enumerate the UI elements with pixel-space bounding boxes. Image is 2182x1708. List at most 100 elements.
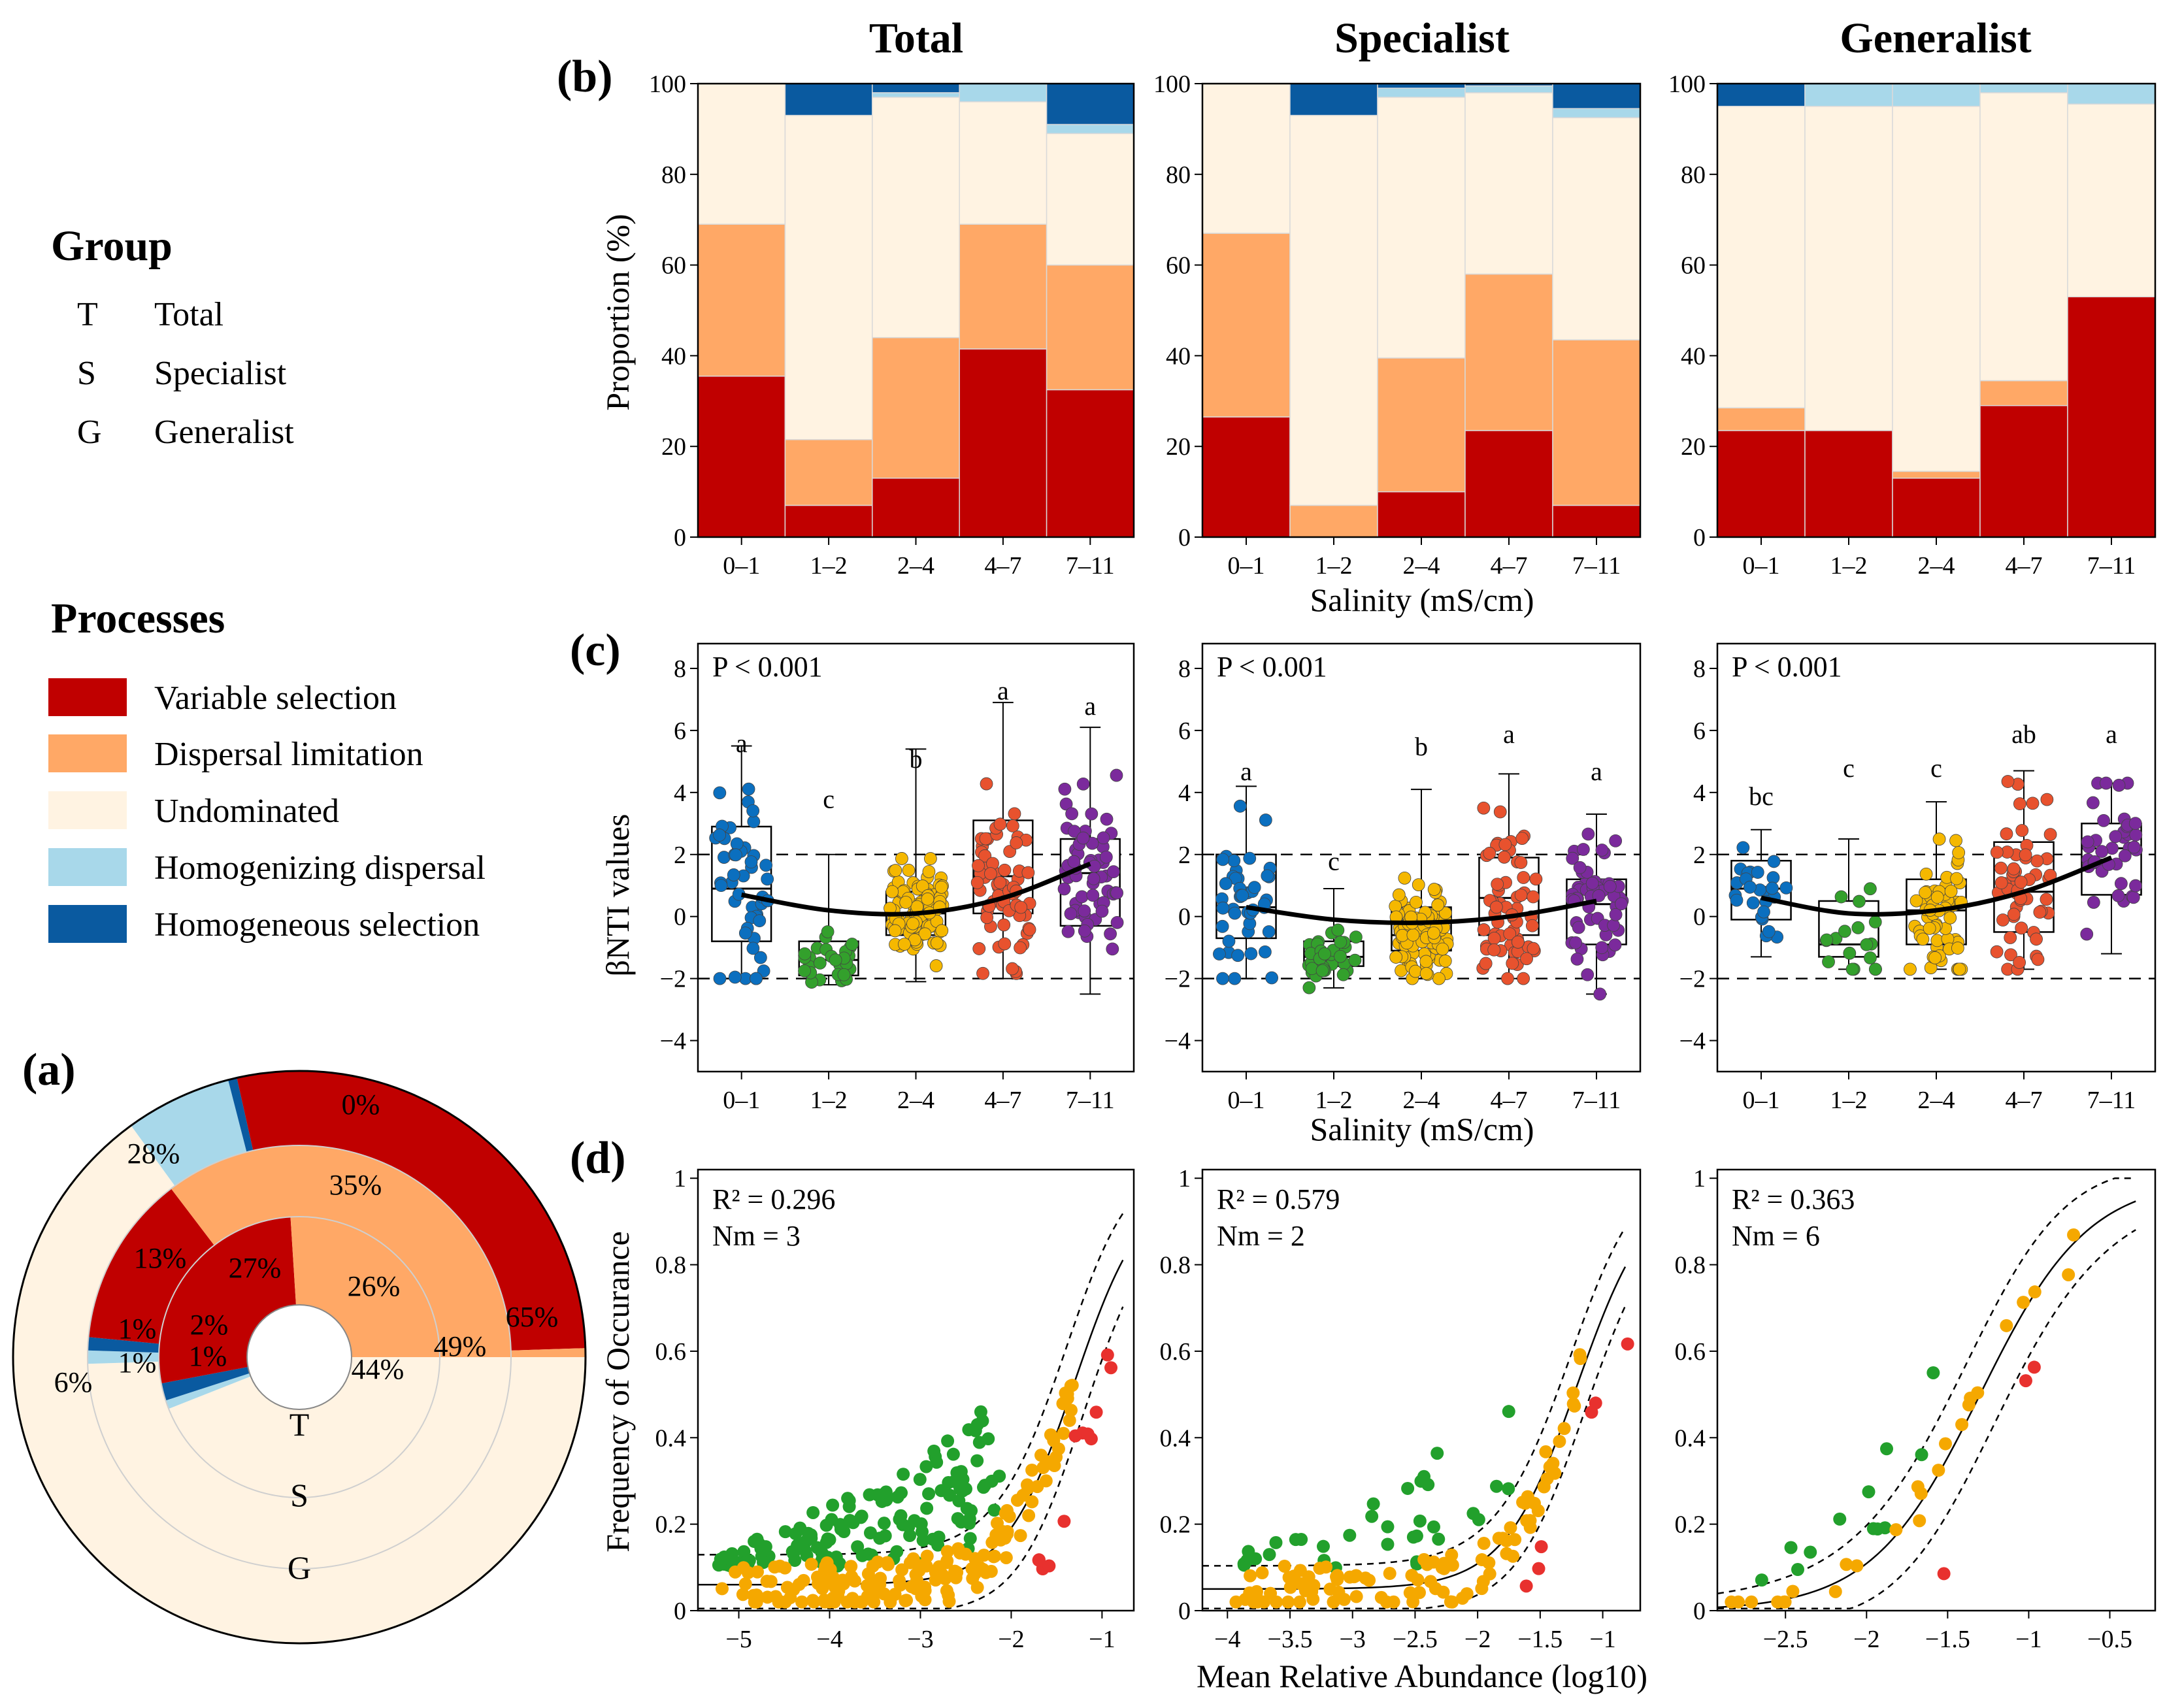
y-tick-label: 0.8 xyxy=(1675,1252,1706,1279)
point-above xyxy=(855,1509,868,1523)
x-tick-label: 1–2 xyxy=(810,1087,848,1114)
data-point xyxy=(1766,881,1779,895)
point-above xyxy=(915,1525,929,1539)
y-tick-label: 0 xyxy=(1693,524,1706,551)
y-tick-label: 0.6 xyxy=(1160,1338,1191,1366)
point-neutral xyxy=(1057,1426,1070,1440)
bar-generalist-7-11-homogenizing-dispersal xyxy=(2067,83,2156,105)
data-point xyxy=(1233,799,1247,813)
point-above xyxy=(922,1487,936,1501)
data-point xyxy=(1412,878,1425,891)
data-point xyxy=(1845,962,1859,976)
point-above xyxy=(1791,1563,1804,1577)
point-neutral xyxy=(1955,1418,1969,1432)
data-point xyxy=(1100,812,1114,826)
point-above xyxy=(806,1505,820,1519)
data-point xyxy=(1595,844,1609,857)
data-point xyxy=(1515,832,1529,846)
point-above xyxy=(1406,1530,1420,1544)
y-tick-label: 4 xyxy=(1178,780,1191,807)
bar-generalist-1-2-undominated xyxy=(1804,105,1893,431)
point-below xyxy=(1937,1567,1951,1581)
data-point xyxy=(1779,881,1793,895)
bar-specialist-1-2-undominated xyxy=(1289,114,1378,506)
point-above xyxy=(863,1526,877,1540)
point-neutral xyxy=(1971,1386,1985,1400)
data-point xyxy=(2040,893,2053,906)
legend-swatch-variable-selection xyxy=(48,678,127,716)
data-point xyxy=(930,936,944,949)
point-above xyxy=(926,1532,940,1546)
point-neutral xyxy=(918,1593,932,1607)
pie-ring-divider xyxy=(87,1145,512,1569)
data-point xyxy=(1087,872,1100,885)
point-above xyxy=(903,1529,917,1543)
y-tick-label: 0.4 xyxy=(1675,1424,1706,1452)
bar-specialist-2-4-dispersal-limitation xyxy=(1377,357,1466,493)
bar-total-7-11-variable-selection xyxy=(1046,389,1134,538)
legend-group-name-generalist: Generalist xyxy=(154,414,294,451)
data-point xyxy=(2007,908,2021,921)
panel-b-frame xyxy=(1201,82,1642,538)
point-neutral xyxy=(741,1566,755,1579)
point-above xyxy=(1401,1481,1415,1495)
pie-label-s-variable-selection: 13% xyxy=(134,1242,187,1274)
y-tick-label: 2 xyxy=(1178,842,1191,869)
point-neutral xyxy=(1539,1445,1553,1458)
bar-specialist-0-1-undominated xyxy=(1202,83,1291,234)
significance-letter: ab xyxy=(2011,719,2036,749)
legend-group-code-s: S xyxy=(77,355,96,392)
point-neutral xyxy=(1022,1509,1036,1522)
point-neutral xyxy=(1002,1509,1016,1523)
data-point xyxy=(976,966,989,980)
data-point xyxy=(1227,854,1241,868)
data-point xyxy=(753,951,767,964)
bar-generalist-0-1-undominated xyxy=(1717,105,1806,408)
bar-generalist-2-4-variable-selection xyxy=(1892,478,1981,538)
bar-total-7-11-homogeneous-selection xyxy=(1046,83,1134,125)
point-neutral xyxy=(940,1556,953,1569)
data-point xyxy=(1493,805,1507,819)
point-neutral xyxy=(1306,1592,1320,1606)
point-neutral xyxy=(1932,1464,1945,1477)
point-neutral xyxy=(1412,1586,1426,1600)
data-point xyxy=(2118,849,2132,862)
data-point xyxy=(2019,848,2032,862)
point-neutral xyxy=(1010,1493,1024,1507)
data-point xyxy=(1517,871,1530,884)
legend-label-homogeneous-selection: Homogeneous selection xyxy=(154,906,480,944)
data-point xyxy=(2007,862,2021,876)
x-tick-label: −4 xyxy=(816,1626,842,1653)
column-title-total: Total xyxy=(869,14,963,62)
y-tick-label: 0 xyxy=(1693,904,1706,931)
significance-letter: c xyxy=(1930,753,1942,783)
y-tick-label: 4 xyxy=(674,780,686,807)
panel-c-frame xyxy=(1716,642,2157,1073)
point-neutral xyxy=(780,1581,794,1594)
data-point xyxy=(1438,954,1452,968)
panel-c-frame xyxy=(697,642,1135,1073)
point-above xyxy=(723,1552,736,1566)
data-point xyxy=(2127,840,2141,854)
y-tick-label: 100 xyxy=(1153,71,1191,98)
legend-group: Group T Total S Specialist G Generalist xyxy=(51,222,294,451)
legend-label-homogenizing-dispersal: Homogenizing dispersal xyxy=(154,849,486,887)
significance-letter: c xyxy=(823,785,835,814)
data-point xyxy=(837,968,851,981)
x-tick-label: −1.5 xyxy=(1925,1626,1970,1653)
data-point xyxy=(1216,901,1230,915)
point-below xyxy=(1104,1361,1118,1375)
y-tick-label: 20 xyxy=(1681,433,1706,461)
point-above xyxy=(1365,1509,1379,1523)
bar-total-2-4-dispersal-limitation xyxy=(872,337,960,479)
pie-label-t-variable-selection: 27% xyxy=(229,1252,282,1284)
bar-total-1-2-undominated xyxy=(784,114,873,440)
data-point xyxy=(1757,905,1770,919)
x-tick-label: −1 xyxy=(2015,1626,2041,1653)
data-point xyxy=(1076,831,1090,845)
data-point xyxy=(2095,845,2109,859)
pie-slice-t-variable-selection xyxy=(159,1217,296,1384)
point-neutral xyxy=(844,1560,858,1573)
point-above xyxy=(759,1540,772,1554)
x-tick-label: −2.5 xyxy=(1393,1626,1438,1653)
